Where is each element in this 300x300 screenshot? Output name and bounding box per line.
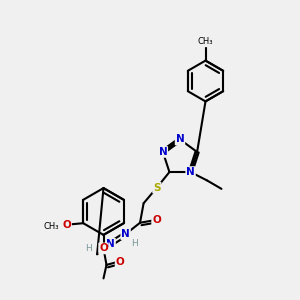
Text: N: N: [176, 134, 184, 145]
Text: H: H: [85, 244, 92, 253]
Text: N: N: [121, 229, 130, 239]
Text: H: H: [130, 239, 137, 248]
Text: O: O: [99, 243, 108, 254]
Text: CH₃: CH₃: [44, 222, 59, 231]
Text: S: S: [153, 183, 160, 193]
Text: O: O: [116, 257, 124, 267]
Text: N: N: [158, 147, 167, 157]
Text: N: N: [186, 167, 195, 177]
Text: O: O: [152, 215, 161, 225]
Text: N: N: [106, 239, 115, 249]
Text: O: O: [62, 220, 71, 230]
Text: CH₃: CH₃: [198, 38, 213, 46]
